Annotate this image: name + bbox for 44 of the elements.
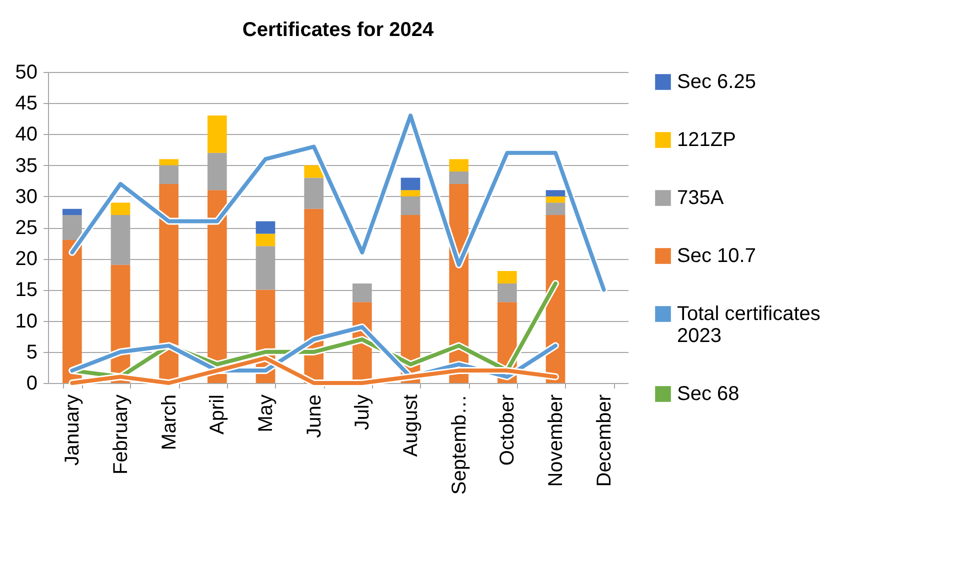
chart-title: Certificates for 2024	[242, 19, 434, 41]
x-tick-label: November	[545, 394, 567, 487]
x-tick-label: June	[303, 394, 326, 438]
bar	[449, 159, 468, 172]
bar	[546, 196, 566, 203]
bar	[110, 202, 130, 216]
x-tick-label: July	[352, 394, 374, 430]
y-tick-label: 0	[26, 372, 38, 394]
x-tick-label: March	[158, 394, 180, 450]
bar	[159, 159, 178, 166]
y-tick-label: 5	[26, 341, 38, 364]
legend-label: Total certificates 2023	[677, 303, 820, 347]
bar	[546, 202, 566, 216]
y-tick-label: 45	[15, 92, 38, 115]
bar	[256, 234, 276, 246]
legend-label: Sec 68	[677, 383, 740, 405]
y-tick-label: 30	[15, 186, 38, 208]
x-tick-label: February	[110, 394, 132, 475]
x-tick-label: October	[496, 394, 519, 466]
x-tick-label: August	[400, 394, 422, 457]
legend-label: Sec 10.7	[677, 245, 756, 267]
x-tick-label: May	[255, 394, 277, 432]
y-tick-label: 35	[15, 154, 38, 177]
y-tick-label: 10	[15, 310, 38, 332]
bar	[62, 208, 82, 216]
bar	[400, 190, 420, 196]
bar	[208, 116, 227, 153]
legend-label: 121ZP	[677, 129, 736, 151]
bar	[449, 172, 468, 184]
y-tick-label: 20	[15, 248, 38, 270]
x-tick-label: January	[62, 394, 84, 466]
legend-label: 735A	[677, 187, 724, 209]
bar	[546, 190, 566, 196]
bar	[256, 221, 276, 234]
x-tick-label: December	[593, 394, 616, 487]
x-tick-label: April	[206, 394, 229, 435]
y-tick-label: 25	[15, 217, 38, 239]
y-tick-label: 50	[15, 62, 38, 84]
legend-label: Sec 6.25	[677, 71, 756, 93]
bar	[498, 271, 517, 284]
y-tick-label: 40	[15, 124, 38, 146]
y-tick-label: 15	[15, 279, 38, 302]
x-tick-label: Septemb…	[448, 394, 470, 495]
bar	[400, 178, 420, 190]
